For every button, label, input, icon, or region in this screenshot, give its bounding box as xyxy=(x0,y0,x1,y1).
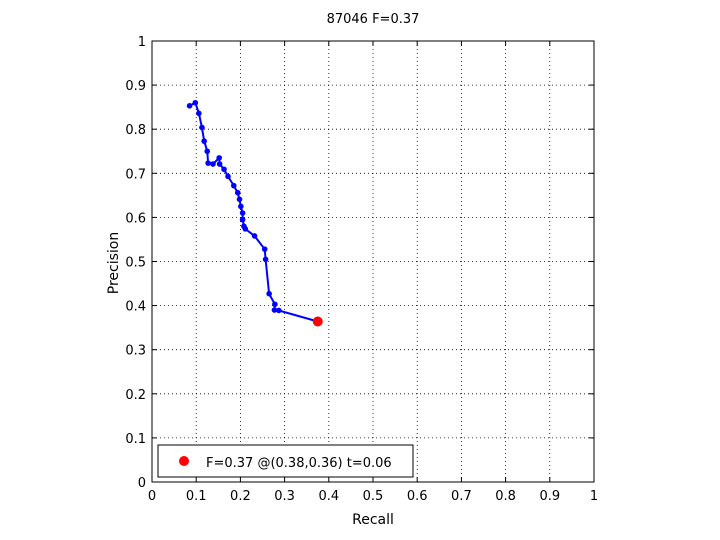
data-point xyxy=(271,307,278,313)
plot-frame xyxy=(151,40,595,483)
data-point xyxy=(266,290,272,297)
data-point xyxy=(216,161,223,167)
legend-box xyxy=(157,444,414,478)
x-tick-label: 0 xyxy=(148,489,156,504)
data-point xyxy=(234,189,241,196)
data-point xyxy=(221,166,227,173)
data-point xyxy=(216,155,222,161)
data-point xyxy=(225,173,231,180)
x-tick-labels: 0 0.1 0.2 0.3 0.4 0.5 0.6 0.7 0.8 0.9 1 xyxy=(148,489,598,504)
x-tick-label: 1 xyxy=(590,489,598,504)
data-point xyxy=(205,160,211,166)
legend-label: F=0.37 @(0.38,0.36) t=0.06 xyxy=(206,456,392,471)
data-point xyxy=(196,110,202,117)
grid-lines xyxy=(152,41,594,482)
data-point xyxy=(242,226,249,232)
x-tick-label: 0.5 xyxy=(363,489,384,504)
data-point xyxy=(239,216,246,223)
y-tick-label: 0.8 xyxy=(125,123,146,138)
x-tick-label: 0.4 xyxy=(318,489,339,504)
best-f-point xyxy=(312,316,323,327)
x-tick-label: 0.6 xyxy=(407,489,428,504)
data-point xyxy=(239,210,246,216)
x-tick-label: 0.9 xyxy=(539,489,560,504)
data-point xyxy=(272,301,278,308)
y-tick-label: 1 xyxy=(138,35,146,50)
data-point xyxy=(262,256,269,263)
y-tick-label: 0 xyxy=(138,476,146,491)
legend: F=0.37 @(0.38,0.36) t=0.06 xyxy=(157,444,414,478)
x-tick-label: 0.1 xyxy=(186,489,207,504)
data-point xyxy=(276,307,282,314)
x-axis-label: Recall xyxy=(352,512,394,528)
y-tick-label: 0.5 xyxy=(125,256,146,271)
series-line xyxy=(189,101,319,323)
data-point xyxy=(201,138,207,144)
y-tick-label: 0.3 xyxy=(125,344,146,359)
data-point xyxy=(236,196,243,203)
legend-marker xyxy=(179,456,189,466)
y-tick-labels: 0 0.1 0.2 0.3 0.4 0.5 0.6 0.7 0.8 0.9 1 xyxy=(125,35,146,491)
series-layer xyxy=(186,99,323,327)
data-point xyxy=(261,246,268,252)
y-axis-label: Precision xyxy=(106,232,122,294)
data-point xyxy=(192,99,199,106)
y-tick-label: 0.2 xyxy=(125,388,146,403)
data-point xyxy=(251,233,258,239)
data-point xyxy=(199,124,205,131)
x-tick-label: 0.7 xyxy=(451,489,472,504)
x-tick-label: 0.8 xyxy=(495,489,516,504)
data-point xyxy=(204,148,211,155)
x-tick-label: 0.2 xyxy=(230,489,251,504)
y-tick-label: 0.6 xyxy=(125,211,146,226)
data-point xyxy=(210,161,216,167)
y-tick-label: 0.9 xyxy=(125,79,146,94)
data-point xyxy=(230,182,237,189)
y-tick-label: 0.1 xyxy=(125,432,146,447)
y-tick-label: 0.4 xyxy=(125,300,146,315)
data-point xyxy=(238,203,244,210)
chart-title: 87046 F=0.37 xyxy=(327,12,420,27)
x-tick-label: 0.3 xyxy=(274,489,295,504)
data-point xyxy=(186,103,193,109)
y-tick-label: 0.7 xyxy=(125,167,146,182)
